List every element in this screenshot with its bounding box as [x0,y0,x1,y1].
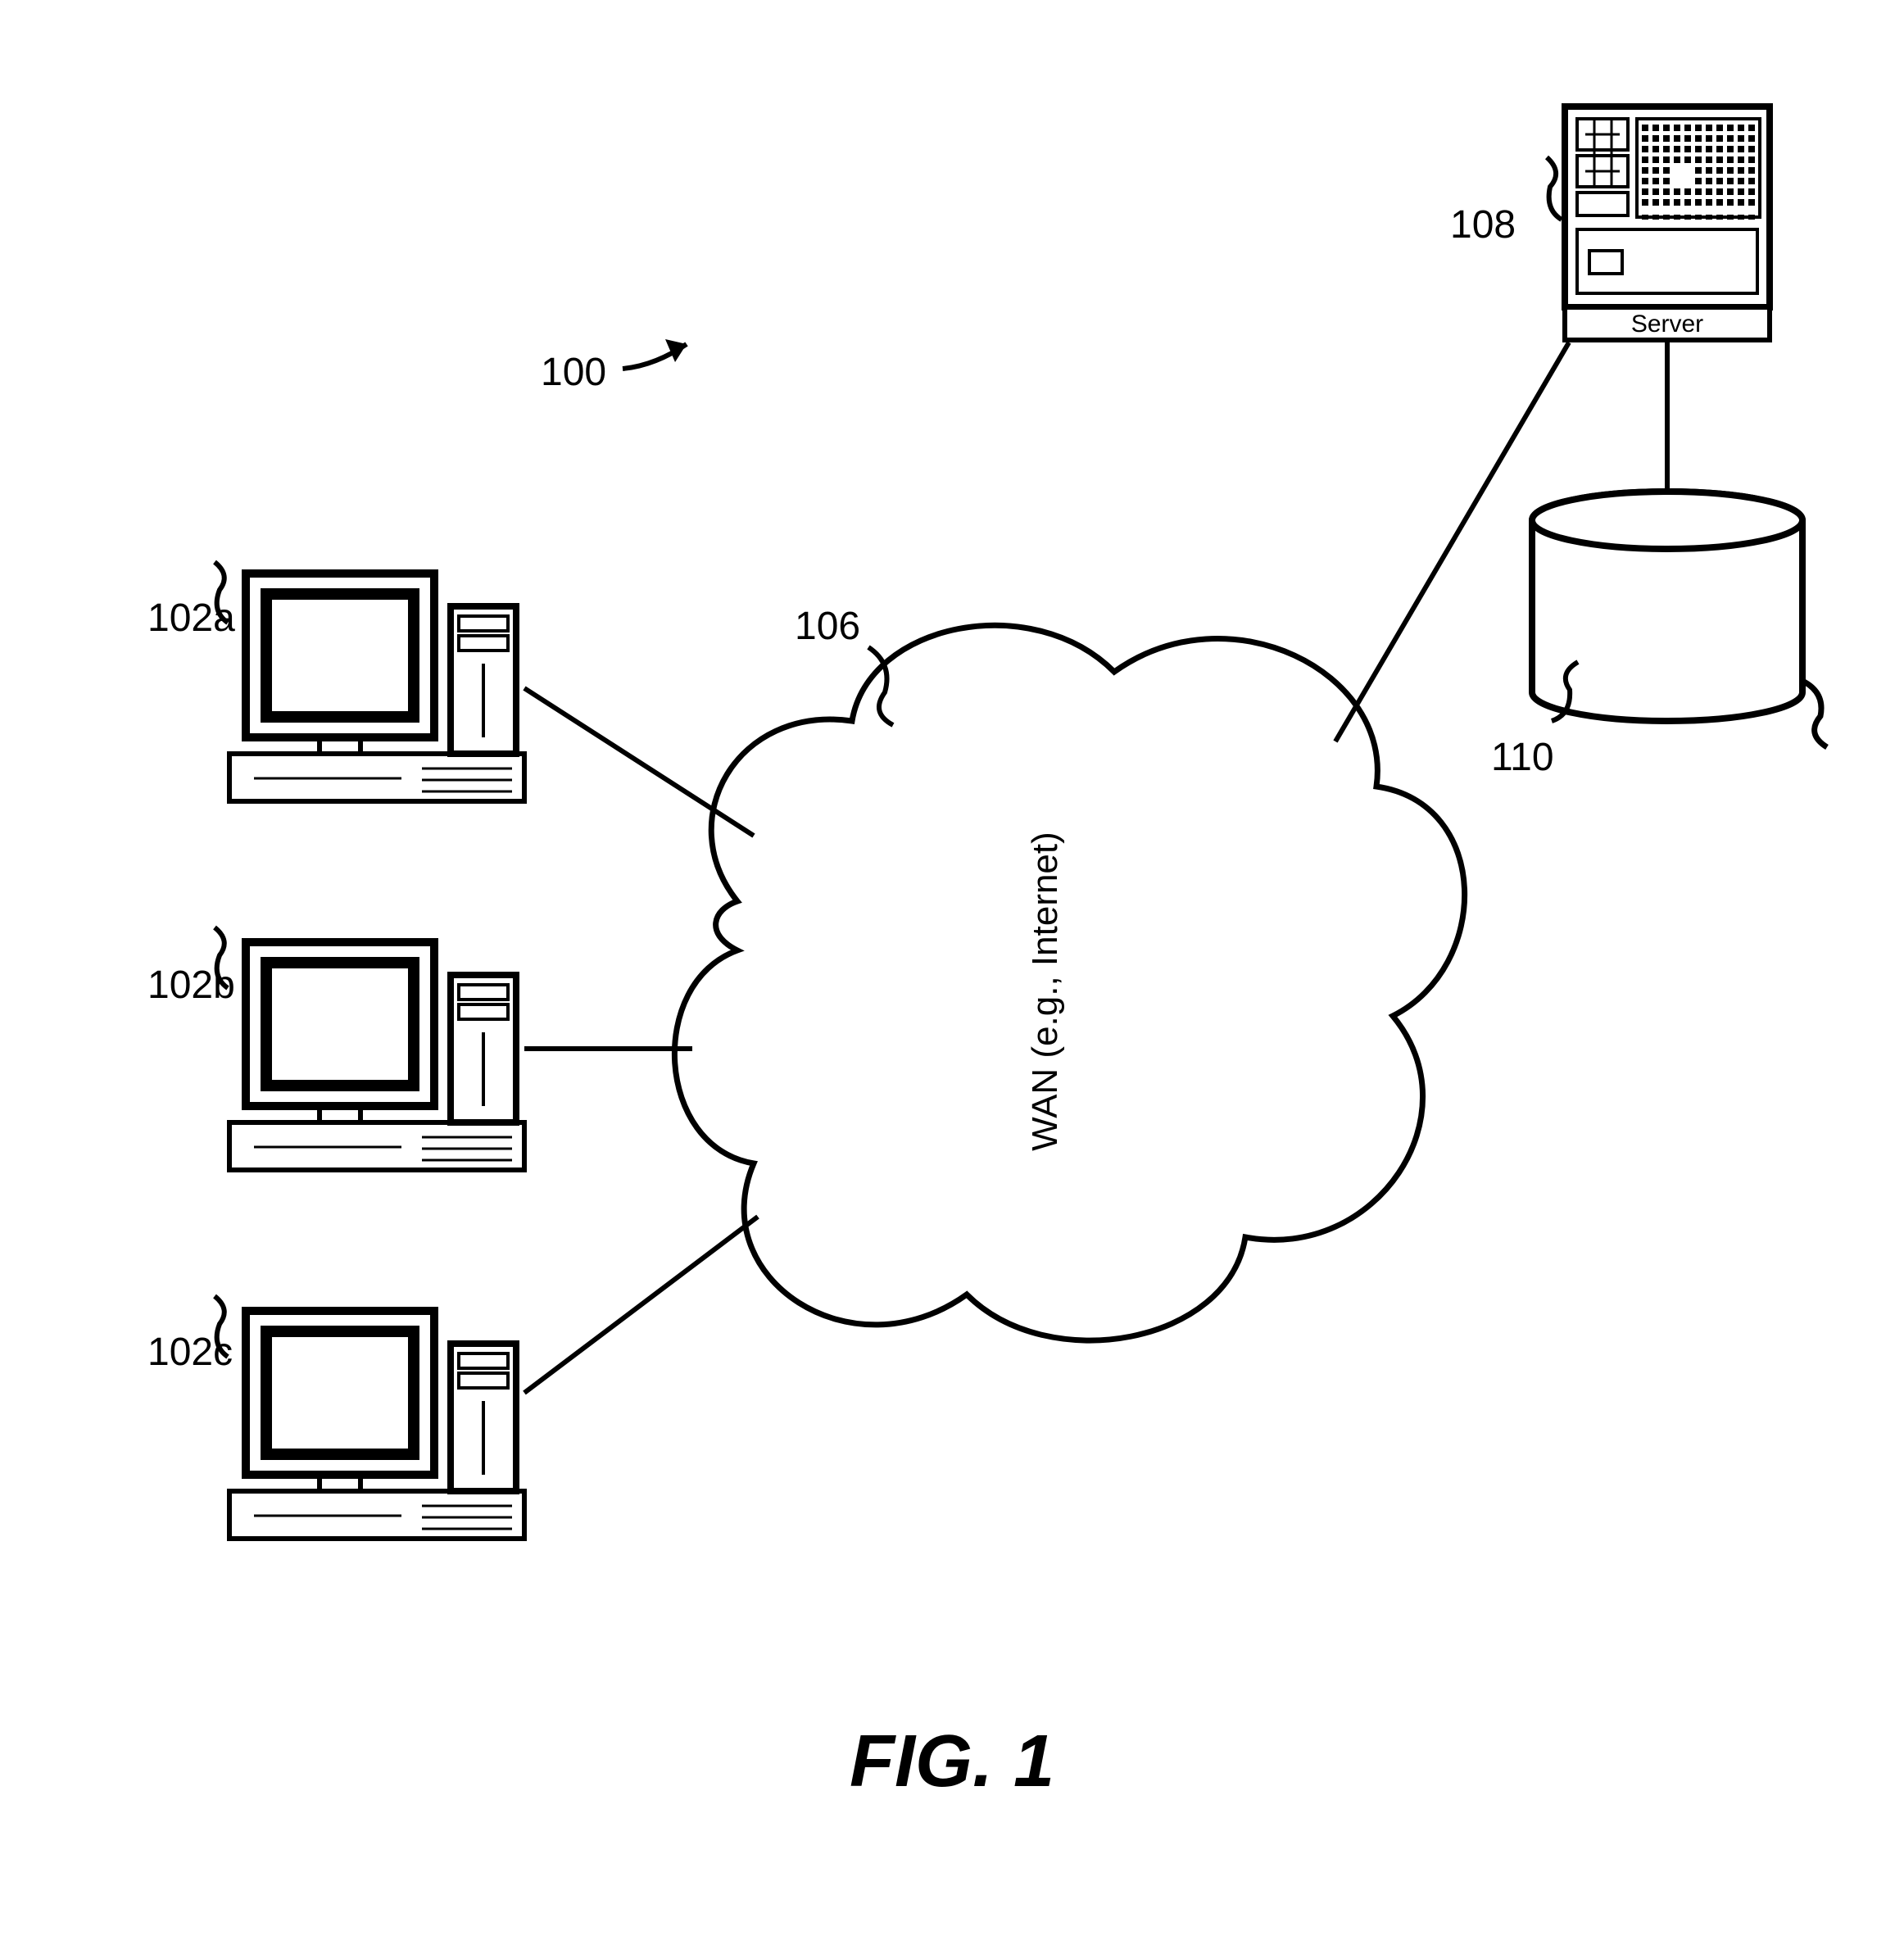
figure-ref-label: 100 [541,351,606,394]
cloud-ref: 106 [795,605,893,725]
client-c: 102c [147,1296,524,1539]
database-ref: 110 [1491,736,1554,779]
figure-caption: FIG. 1 [850,1721,1054,1802]
server-ref: 108 [1450,203,1516,247]
figure-ref: 100 [541,339,687,394]
edge-client-a-cloud [524,688,754,836]
server-caption: Server [1631,311,1703,338]
server: Server 108 [1450,107,1770,340]
cloud-ref-label: 106 [795,605,860,648]
client-a: 102a [147,562,524,801]
cloud-wan: WAN (e.g., Internet) [674,625,1464,1340]
client-b: 102b [147,927,524,1170]
server-led-grid [1642,125,1755,220]
database: 110 [1491,492,1827,779]
edge-client-c-cloud [524,1217,758,1393]
cloud-label: WAN (e.g., Internet) [1025,832,1065,1151]
